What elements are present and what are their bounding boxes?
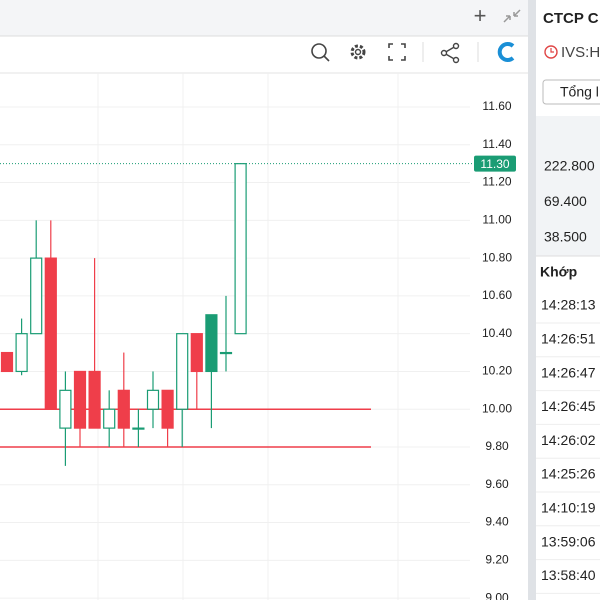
panel-title: CTCP C [543, 10, 599, 27]
fullscreen-icon[interactable] [388, 43, 406, 61]
share-icon [440, 49, 448, 57]
candle-body [161, 389, 174, 429]
candle-body [132, 427, 145, 430]
last-price-label: 11.30 [480, 157, 509, 171]
y-tick-label: 10.20 [482, 364, 512, 378]
zoom-icon[interactable] [311, 43, 327, 59]
y-tick-label: 10.80 [482, 250, 512, 264]
y-tick-label: 11.40 [482, 137, 511, 151]
trade-time: 14:26:47 [541, 364, 596, 380]
y-tick-label: 9.40 [485, 515, 509, 529]
candle-body [234, 163, 247, 335]
candle-body [190, 333, 203, 373]
candle-body [59, 389, 72, 429]
logo-icon[interactable] [497, 42, 515, 62]
y-tick-label: 9.80 [485, 439, 509, 453]
trade-time: 13:59:06 [541, 533, 596, 549]
y-tick-label: 10.40 [482, 326, 512, 340]
y-tick-label: 9.00 [485, 590, 509, 600]
y-tick-label: 9.20 [485, 553, 509, 567]
candle-body [146, 389, 160, 410]
candle-body [176, 333, 189, 410]
share-icon [452, 42, 460, 50]
stat-value: 69.400 [544, 193, 587, 209]
summary-button-label: Tổng l [560, 84, 599, 100]
candle-body [30, 257, 43, 335]
y-tick-label: 10.60 [482, 288, 512, 302]
settings-icon [354, 48, 362, 56]
y-tick-label: 10.00 [482, 401, 512, 415]
y-tick-label: 11.20 [482, 175, 511, 189]
clock-icon [550, 48, 554, 53]
candle-body [15, 333, 28, 373]
last-price-box [474, 155, 516, 172]
y-tick-label: 11.60 [482, 99, 511, 113]
stat-value: 38.500 [544, 229, 587, 245]
candle-body [73, 370, 87, 429]
clock-icon [544, 45, 558, 59]
symbol: IVS:H [561, 44, 600, 61]
trade-time: 14:25:26 [541, 466, 596, 482]
candle-body [205, 314, 218, 373]
tab-bar [0, 0, 528, 36]
pane-splitter[interactable] [528, 0, 536, 600]
zoom-icon [323, 55, 330, 62]
candle-body [117, 389, 130, 429]
stat-value: 222.800 [544, 158, 595, 174]
candle-body [88, 370, 101, 429]
trade-time: 13:58:40 [541, 567, 596, 583]
candle-body [0, 351, 14, 373]
match-header: Khớp [540, 264, 577, 280]
trade-time: 14:10:19 [541, 500, 596, 516]
trade-time: 14:26:51 [541, 331, 596, 347]
candle-body [219, 351, 233, 355]
chart-pane [0, 0, 528, 600]
values-block [536, 116, 600, 256]
trade-time: 14:26:02 [541, 432, 596, 448]
share-icon [452, 56, 460, 64]
settings-icon[interactable] [350, 44, 366, 60]
summary-button[interactable] [542, 79, 600, 105]
y-tick-label: 11.00 [482, 213, 511, 227]
expand-icon[interactable] [503, 9, 521, 23]
candle-body [103, 408, 116, 429]
trade-time: 14:28:13 [541, 297, 596, 313]
trade-time: 14:26:45 [541, 398, 596, 414]
y-tick-label: 9.60 [485, 477, 509, 491]
add-icon[interactable]: + [474, 3, 487, 28]
candle-body [44, 257, 57, 410]
